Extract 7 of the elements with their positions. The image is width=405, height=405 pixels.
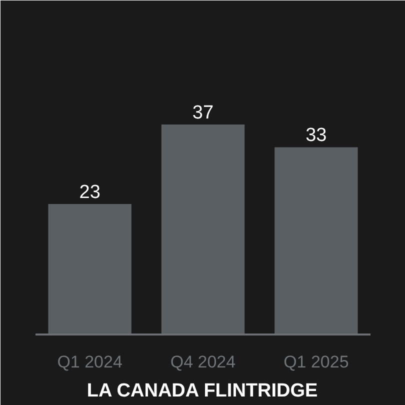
x-tick-label: Q4 2024 bbox=[170, 352, 236, 372]
text: LA CANADA FLINTRIDGE bbox=[86, 380, 318, 402]
data-label: 37 bbox=[192, 102, 214, 124]
x-tick-label: Q1 2025 bbox=[284, 352, 349, 372]
x-tick-label: Q1 2024 bbox=[57, 352, 122, 372]
data-label: 33 bbox=[306, 125, 327, 146]
data-label: 23 bbox=[79, 182, 100, 203]
